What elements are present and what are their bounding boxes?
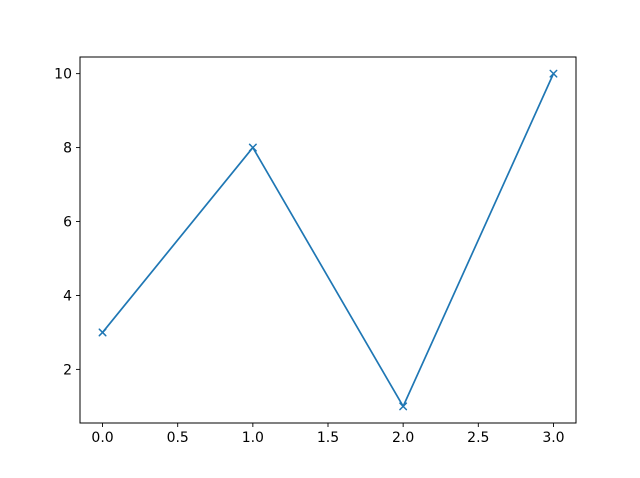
x-axis-tick-label: 0.5 xyxy=(167,430,189,446)
x-axis-tick-label: 1.5 xyxy=(317,430,339,446)
y-axis-tick-label: 10 xyxy=(54,67,72,83)
x-marker xyxy=(98,328,107,337)
y-axis-tick-label: 4 xyxy=(63,288,72,304)
x-axis-tick-label: 1.0 xyxy=(242,430,264,446)
x-axis-tick-label: 0.0 xyxy=(91,430,113,446)
x-axis-tick-label: 3.0 xyxy=(542,430,564,446)
axes-frame xyxy=(79,56,577,424)
data-line xyxy=(101,72,555,408)
x-marker xyxy=(549,69,558,78)
x-axis-tick-label: 2.5 xyxy=(467,430,489,446)
y-axis-tick-label: 6 xyxy=(63,215,72,231)
plot-area xyxy=(80,57,576,423)
y-axis-tick-label: 2 xyxy=(63,362,72,378)
x-marker xyxy=(248,143,257,152)
y-axis-tick-label: 8 xyxy=(63,141,72,157)
x-axis-tick-label: 2.0 xyxy=(392,430,414,446)
x-marker xyxy=(399,402,408,411)
